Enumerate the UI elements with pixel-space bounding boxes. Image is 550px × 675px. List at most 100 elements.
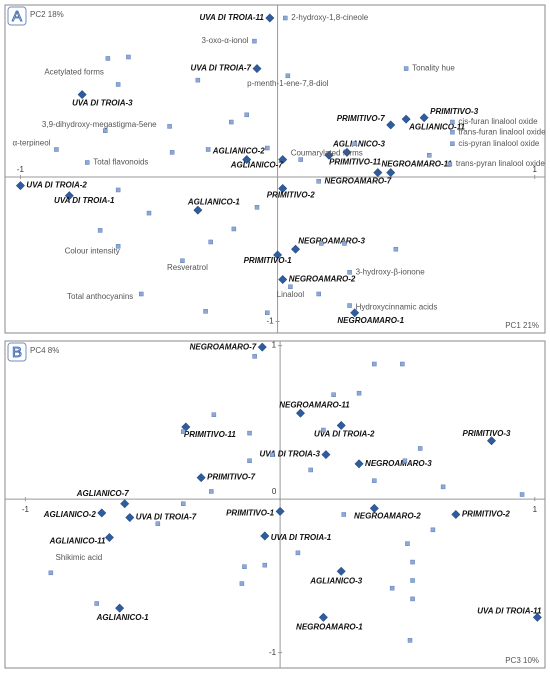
variable-point <box>295 550 301 556</box>
sample-label: NEGROAMARO-3 <box>365 459 432 468</box>
variable-point <box>407 638 413 643</box>
variable-point <box>356 390 362 396</box>
y-tick-label: 1 <box>272 341 277 350</box>
variable-point <box>319 241 324 246</box>
sample-label: UVA DI TROIA-1 <box>54 196 115 205</box>
variable-label: trans-pyran linalool oxide <box>456 159 545 168</box>
variable-point <box>347 270 352 275</box>
sample-label: UVA DI TROIA-3 <box>72 99 133 108</box>
sample-label: AGLIANICO-11 <box>408 122 465 131</box>
sample-label: NEGROAMARO-1 <box>337 316 404 325</box>
variable-point <box>342 241 347 246</box>
variable-point <box>372 361 377 367</box>
variable-point <box>94 601 99 606</box>
panel-frame <box>4 4 546 334</box>
sample-point <box>15 181 25 191</box>
sample-point <box>115 603 125 613</box>
variable-point <box>229 119 234 125</box>
sample-label: UVA DI TROIA-2 <box>26 181 87 190</box>
sample-point <box>181 422 191 432</box>
sample-label: UVA DI TROIA-11 <box>477 606 542 615</box>
variable-point <box>239 581 245 586</box>
variable-point <box>410 559 415 565</box>
sample-point <box>77 90 87 100</box>
variable-point <box>244 112 249 118</box>
y-tick-label: -1 <box>266 317 274 326</box>
sample-label: UVA DI TROIA-7 <box>136 513 197 522</box>
sample-point <box>419 113 429 123</box>
variable-point <box>211 412 217 417</box>
sample-label: NEGROAMARO-7 <box>190 342 257 351</box>
variable-point <box>285 73 291 79</box>
sample-label: UVA DI TROIA-7 <box>191 64 252 73</box>
variable-point <box>417 446 423 451</box>
variable-point <box>410 578 415 583</box>
sample-point <box>193 205 203 215</box>
variable-label: trans-furan linalool oxide <box>458 127 546 136</box>
variable-point <box>262 562 268 568</box>
x-tick-label: 1 <box>533 505 538 514</box>
variable-point <box>270 452 275 457</box>
variable-point <box>126 54 131 60</box>
variable-label: 3-hydroxy-β-ionone <box>356 267 426 276</box>
variable-point <box>372 478 377 483</box>
variable-label: Total anthocyanins <box>67 292 133 301</box>
x-tick-label: -1 <box>17 165 25 174</box>
sample-point <box>257 342 267 352</box>
variable-point <box>231 226 237 232</box>
variable-point <box>146 210 152 216</box>
sample-label: PRIMITIVO-11 <box>184 430 236 439</box>
sample-point <box>532 612 542 622</box>
variable-point <box>265 310 270 316</box>
x-axis-label: PC1 21% <box>505 321 539 330</box>
variable-point <box>203 309 208 314</box>
panel-letter-box <box>7 6 27 26</box>
variable-point <box>105 56 111 61</box>
sample-label: UVA DI TROIA-1 <box>271 533 332 542</box>
variable-label: Acetylated forms <box>44 68 104 77</box>
sample-label: UVA DI TROIA-11 <box>200 13 265 22</box>
variable-point <box>389 585 395 591</box>
variable-point <box>405 541 410 546</box>
variable-point <box>316 291 321 297</box>
variable-point <box>427 153 432 158</box>
sample-label: AGLIANICO-1 <box>96 613 150 622</box>
sample-label: AGLIANICO-11 <box>49 537 106 546</box>
x-tick-label: 1 <box>532 165 537 174</box>
variable-point <box>247 458 252 463</box>
sample-label: AGLIANICO-7 <box>230 161 284 170</box>
variable-point <box>115 244 121 249</box>
variable-point <box>85 160 90 165</box>
variable-point <box>450 141 455 146</box>
sample-label: AGLIANICO-3 <box>309 576 363 585</box>
sample-label: NEGROAMARO-11 <box>279 400 350 409</box>
sample-point <box>318 612 328 622</box>
sample-point <box>273 250 283 260</box>
variable-point <box>254 205 260 210</box>
sample-point <box>260 531 270 541</box>
variable-label: Colour intensity <box>65 246 120 255</box>
sample-label: PRIMITIVO-2 <box>267 191 316 200</box>
sample-point <box>278 183 288 194</box>
sample-point <box>321 450 331 460</box>
variable-point <box>103 128 108 133</box>
variable-label: α-terpineol <box>12 139 50 148</box>
variable-point <box>393 246 399 252</box>
variable-label: cis-pyran linalool oxide <box>458 139 539 148</box>
variable-label: p-menth-1-ene-7,8-diol <box>247 79 329 88</box>
sample-point <box>278 274 288 285</box>
sample-point <box>354 459 364 469</box>
sample-label: NEGROAMARO-2 <box>354 511 421 520</box>
variable-point <box>167 124 172 129</box>
y-axis-label: PC2 18% <box>30 10 64 19</box>
variable-point <box>208 239 213 245</box>
variable-label: Coumarylated forms <box>291 149 363 158</box>
sample-label: PRIMITIVO-2 <box>462 510 511 519</box>
variable-point <box>205 147 211 152</box>
variable-point <box>316 179 321 184</box>
panel-letter: A <box>12 8 22 25</box>
variable-point <box>308 467 313 473</box>
sample-point <box>386 120 396 130</box>
